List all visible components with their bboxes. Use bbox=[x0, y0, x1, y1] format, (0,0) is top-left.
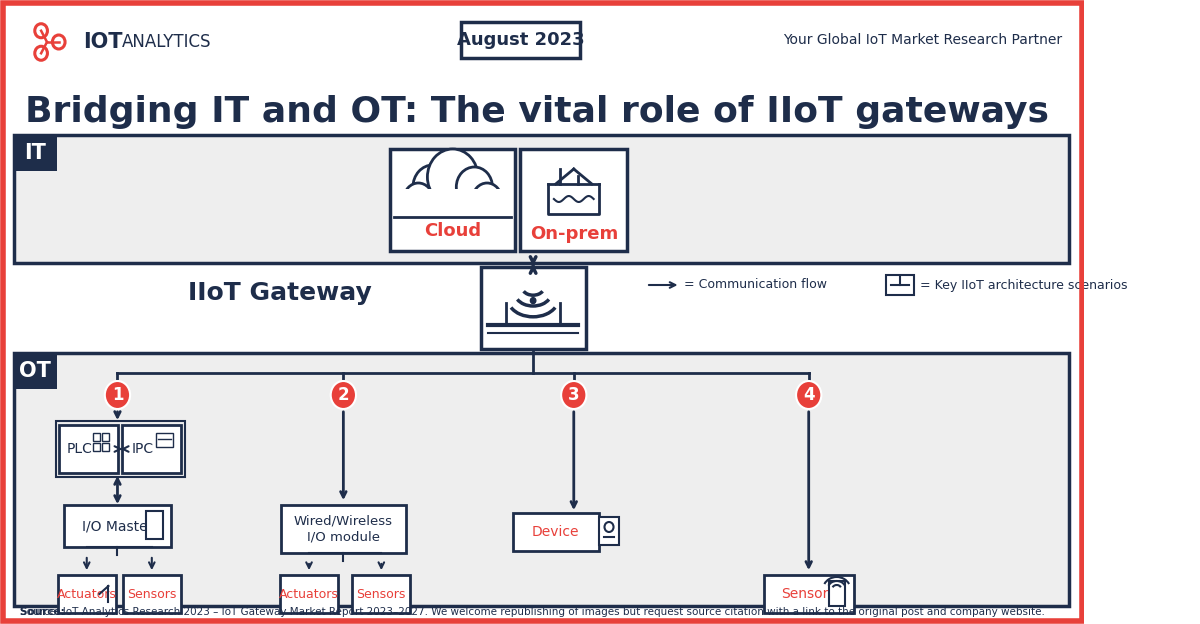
Bar bbox=[59, 425, 118, 473]
Text: Sensors: Sensors bbox=[127, 588, 176, 600]
Bar bbox=[461, 22, 580, 58]
Text: 4: 4 bbox=[803, 386, 815, 404]
Bar bbox=[94, 443, 101, 451]
Text: Sensors: Sensors bbox=[781, 587, 836, 601]
Bar bbox=[763, 575, 854, 613]
Circle shape bbox=[456, 167, 492, 207]
Bar bbox=[13, 135, 56, 171]
Bar bbox=[122, 425, 181, 473]
Circle shape bbox=[796, 381, 821, 409]
Text: I/O Master: I/O Master bbox=[82, 519, 154, 533]
Bar bbox=[55, 421, 185, 477]
Circle shape bbox=[562, 381, 587, 409]
Text: PLC: PLC bbox=[66, 442, 92, 456]
Bar bbox=[156, 433, 173, 447]
Circle shape bbox=[530, 298, 536, 304]
Bar bbox=[353, 575, 410, 613]
Text: IPC: IPC bbox=[132, 442, 154, 456]
Text: On-prem: On-prem bbox=[529, 225, 618, 243]
Text: IT: IT bbox=[24, 143, 46, 163]
Bar bbox=[122, 575, 181, 613]
Text: Wired/Wireless
I/O module: Wired/Wireless I/O module bbox=[294, 515, 392, 543]
Bar bbox=[13, 353, 1069, 606]
Circle shape bbox=[413, 165, 452, 209]
Text: IOT: IOT bbox=[83, 32, 122, 52]
Bar bbox=[280, 575, 338, 613]
Text: August 2023: August 2023 bbox=[457, 31, 584, 49]
Circle shape bbox=[331, 381, 356, 409]
Circle shape bbox=[473, 183, 502, 215]
Bar bbox=[94, 433, 101, 441]
Bar bbox=[390, 149, 515, 251]
Text: Source:: Source: bbox=[20, 607, 68, 617]
Text: Sensors: Sensors bbox=[356, 588, 406, 600]
Text: Source: IoT Analytics Research 2023 – IoT Gateway Market Report 2023–2027. We we: Source: IoT Analytics Research 2023 – Io… bbox=[20, 607, 1045, 617]
Circle shape bbox=[605, 522, 613, 532]
Text: 2: 2 bbox=[337, 386, 349, 404]
Text: Cloud: Cloud bbox=[424, 222, 481, 240]
Text: 3: 3 bbox=[568, 386, 580, 404]
Bar bbox=[102, 443, 109, 451]
Text: Device: Device bbox=[532, 525, 580, 539]
Bar bbox=[828, 581, 845, 606]
Text: Bridging IT and OT: The vital role of IIoT gateways: Bridging IT and OT: The vital role of II… bbox=[25, 95, 1049, 129]
Text: 1: 1 bbox=[112, 386, 124, 404]
Bar bbox=[599, 517, 619, 545]
Bar bbox=[521, 149, 628, 251]
Bar bbox=[512, 513, 599, 551]
Bar bbox=[58, 575, 115, 613]
Bar bbox=[886, 275, 914, 295]
Bar bbox=[394, 189, 511, 217]
Circle shape bbox=[427, 149, 478, 205]
Bar bbox=[64, 505, 170, 547]
Circle shape bbox=[104, 381, 130, 409]
Bar bbox=[481, 267, 586, 349]
Text: IIoT Gateway: IIoT Gateway bbox=[188, 281, 372, 305]
Bar bbox=[13, 135, 1069, 263]
Bar bbox=[102, 433, 109, 441]
Text: = Key IIoT architecture scenarios: = Key IIoT architecture scenarios bbox=[920, 278, 1127, 291]
Circle shape bbox=[404, 183, 433, 215]
Bar bbox=[281, 505, 406, 553]
Text: ANALYTICS: ANALYTICS bbox=[122, 33, 211, 51]
Text: Your Global IoT Market Research Partner: Your Global IoT Market Research Partner bbox=[782, 33, 1062, 47]
Bar bbox=[146, 511, 163, 539]
Text: Actuators: Actuators bbox=[56, 588, 116, 600]
Text: = Communication flow: = Communication flow bbox=[684, 278, 827, 291]
Text: OT: OT bbox=[19, 361, 52, 381]
Bar bbox=[13, 353, 56, 389]
Text: Actuators: Actuators bbox=[280, 588, 338, 600]
